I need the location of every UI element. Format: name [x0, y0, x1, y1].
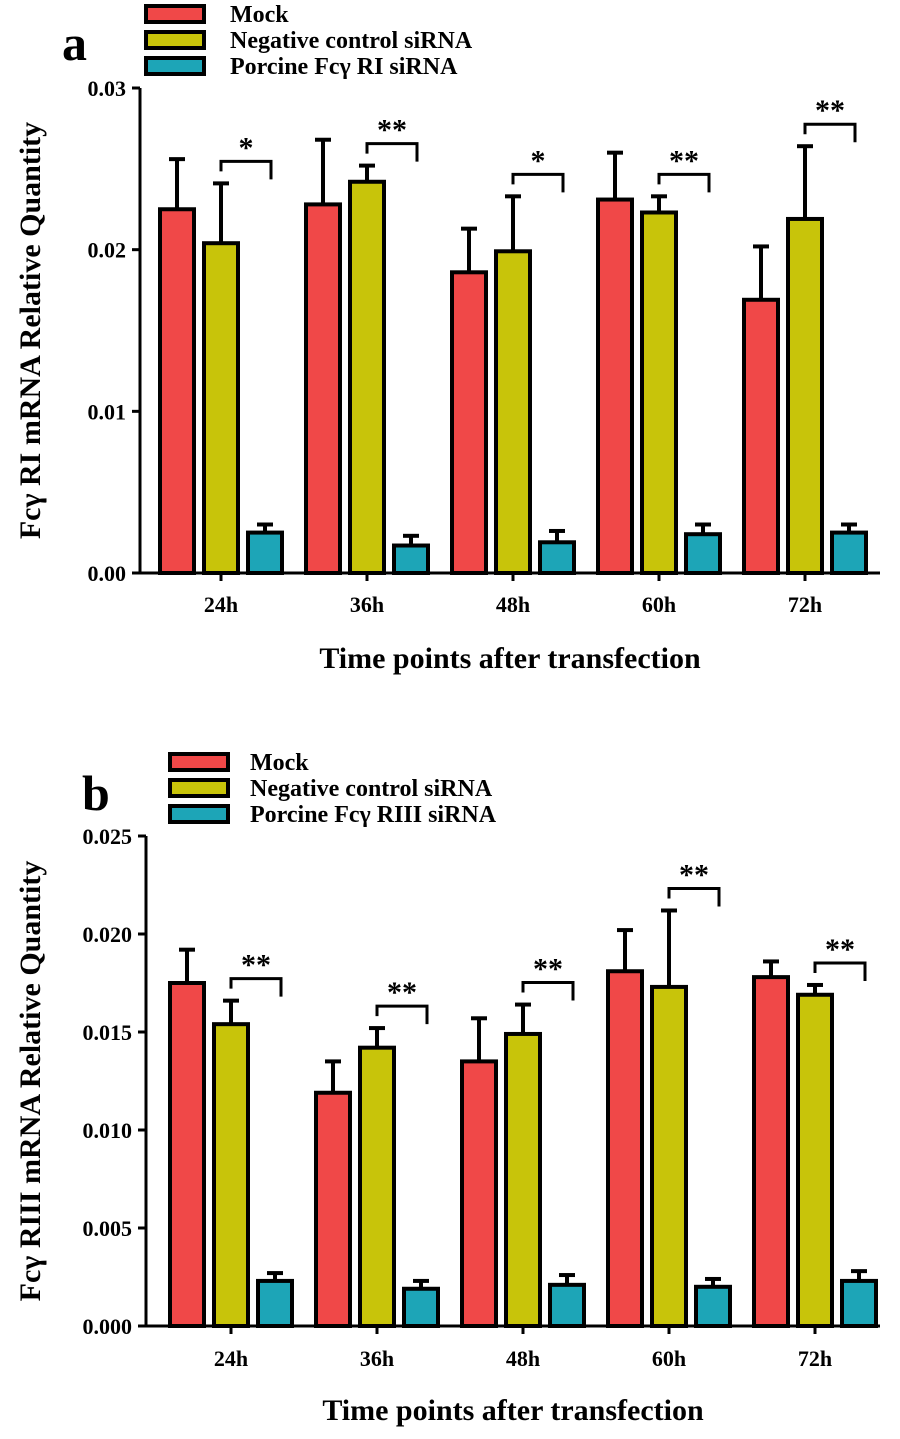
legend-label-3: Porcine Fcγ RIII siRNA: [250, 802, 497, 828]
significance-bracket: [803, 122, 857, 143]
bar-60h-series-3: [694, 1284, 732, 1328]
x-tick-label: 24h: [214, 1346, 248, 1371]
bar-48h-series-1: [460, 1059, 498, 1328]
y-tick-label: 0.015: [83, 1020, 133, 1045]
bar-48h-series-3: [538, 540, 576, 575]
bar-48h-series-2: [504, 1031, 542, 1328]
x-tick-label: 36h: [360, 1346, 394, 1371]
bar-48h-series-1: [450, 270, 488, 575]
significance-marker: **: [241, 949, 271, 982]
bar-24h-series-1: [158, 207, 196, 575]
significance-bracket: [667, 886, 721, 907]
panel-label: a: [62, 15, 87, 71]
bar-48h-series-2: [494, 249, 532, 576]
x-tick-label: 36h: [350, 592, 384, 617]
bar-60h-series-2: [640, 210, 678, 575]
x-tick-label: 72h: [788, 592, 822, 617]
legend-label-2: Negative control siRNA: [250, 776, 493, 802]
bar-36h-series-1: [314, 1090, 352, 1329]
significance-bracket: [375, 1004, 429, 1025]
x-tick-label: 48h: [506, 1346, 540, 1371]
legend-label-1: Mock: [250, 750, 309, 776]
x-tick-label: 24h: [204, 592, 238, 617]
bar-24h-series-3: [246, 530, 284, 575]
significance-bracket: [229, 977, 283, 997]
bar-72h-series-3: [840, 1278, 878, 1328]
significance-marker: **: [679, 858, 709, 891]
bar-24h-series-3: [256, 1278, 294, 1328]
y-tick-label: 0.005: [83, 1216, 133, 1241]
x-tick-label: 48h: [496, 592, 530, 617]
y-tick-label: 0.025: [83, 824, 133, 849]
legend-swatch-1: [144, 4, 206, 24]
legend-swatch-2: [144, 30, 206, 50]
bar-48h-series-3: [548, 1282, 586, 1329]
bar-72h-series-1: [742, 297, 780, 575]
legend-label-2: Negative control siRNA: [230, 28, 473, 54]
bar-36h-series-1: [304, 202, 342, 575]
legend-swatch-1: [168, 752, 230, 772]
bar-36h-series-3: [402, 1286, 440, 1329]
significance-marker: **: [669, 144, 699, 177]
legend-label-1: Mock: [230, 2, 289, 28]
y-tick-label: 0.02: [88, 238, 127, 263]
significance-bracket: [511, 172, 565, 193]
legend-label-3: Porcine Fcγ RI siRNA: [230, 54, 458, 80]
bar-60h-series-2: [650, 984, 688, 1328]
bar-24h-series-1: [168, 981, 206, 1328]
significance-bracket: [813, 961, 867, 981]
y-tick-label: 0.000: [83, 1314, 133, 1339]
y-tick-label: 0.020: [83, 922, 133, 947]
y-axis-title: Fcγ RI mRNA Relative Quantity: [14, 122, 47, 539]
x-tick-label: 72h: [798, 1346, 832, 1371]
significance-marker: *: [531, 144, 546, 177]
legend-swatch-3: [144, 56, 206, 76]
bar-24h-series-2: [212, 1022, 250, 1328]
panel-label: b: [82, 765, 110, 821]
significance-bracket: [219, 159, 273, 180]
y-tick-label: 0.010: [83, 1118, 133, 1143]
bar-36h-series-3: [392, 543, 430, 575]
significance-marker: **: [377, 114, 407, 147]
y-tick-label: 0.03: [88, 76, 127, 101]
significance-marker: **: [387, 976, 417, 1009]
y-tick-label: 0.00: [88, 561, 127, 586]
bar-24h-series-2: [202, 241, 240, 575]
significance-bracket: [365, 142, 419, 162]
legend-swatch-2: [168, 778, 230, 798]
x-axis-title: Time points after transfection: [319, 642, 701, 675]
x-axis-title: Time points after transfection: [322, 1394, 704, 1427]
significance-marker: **: [825, 933, 855, 966]
bar-60h-series-1: [596, 197, 634, 576]
bar-72h-series-2: [786, 216, 824, 575]
significance-marker: **: [533, 953, 563, 986]
x-tick-label: 60h: [652, 1346, 686, 1371]
x-tick-label: 60h: [642, 592, 676, 617]
legend-swatch-3: [168, 804, 230, 824]
bar-72h-series-1: [752, 975, 790, 1328]
bar-72h-series-2: [796, 992, 834, 1328]
bar-72h-series-3: [830, 530, 868, 575]
significance-bracket: [521, 981, 575, 1001]
y-axis-title: Fcγ RIII mRNA Relative Quantity: [14, 861, 47, 1302]
y-tick-label: 0.01: [88, 399, 127, 424]
bar-36h-series-2: [358, 1045, 396, 1328]
significance-marker: *: [239, 131, 254, 164]
bar-60h-series-3: [684, 532, 722, 576]
significance-bracket: [657, 172, 711, 193]
bar-60h-series-1: [606, 969, 644, 1329]
chart-panel-b: b Mock Negative control siRNA Porcine Fcγ R…: [0, 740, 900, 1434]
bar-36h-series-2: [348, 179, 386, 575]
significance-marker: **: [815, 94, 845, 127]
chart-panel-a: a Mock Negative control siRNA Porcine Fcγ R…: [0, 0, 900, 700]
